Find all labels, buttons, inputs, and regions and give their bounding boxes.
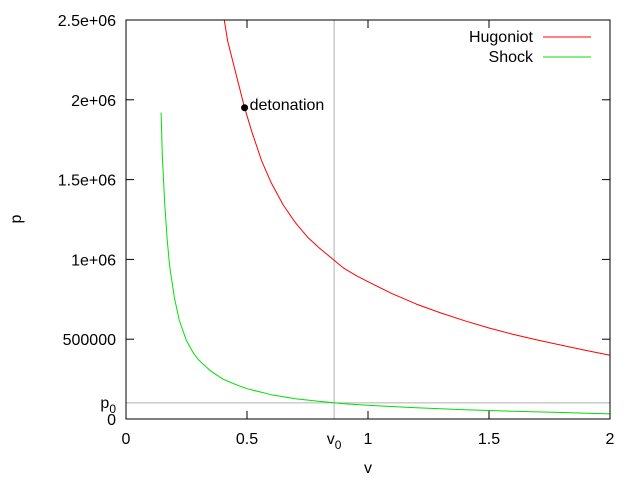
legend-label-hugoniot: Hugoniot (469, 29, 534, 46)
y-tick-label: 0 (107, 412, 116, 429)
x-tick-label: 2 (606, 431, 615, 448)
y-tick-label: 1.5e+06 (58, 173, 116, 190)
series-clip-group (160, 20, 610, 415)
y-tick-label: 2e+06 (71, 93, 116, 110)
y-axis: 0 500000 1e+06 1.5e+06 2e+06 2.5e+06 (58, 13, 610, 429)
p0-label-base: p (100, 395, 109, 412)
y-axis-label: p (8, 214, 25, 223)
x-tick-label: 0.5 (236, 431, 258, 448)
series-line-hugoniot (223, 20, 610, 356)
v0-label-sub: 0 (335, 438, 342, 452)
legend-label-shock: Shock (489, 49, 534, 66)
x-axis: 0 0.5 1 1.5 2 (122, 20, 615, 448)
v0-label: v0 (327, 431, 342, 452)
p0-label: p0 (100, 395, 116, 416)
point-label-detonation: detonation (250, 97, 325, 114)
x-tick-label: 1 (364, 431, 373, 448)
x-tick-label: 0 (122, 431, 131, 448)
y-tick-label: 1e+06 (71, 252, 116, 269)
reference-lines (126, 20, 610, 419)
point-detonation (241, 104, 249, 112)
x-axis-label: v (364, 460, 372, 477)
p0-label-sub: 0 (109, 402, 116, 416)
points-layer: detonation (241, 97, 324, 114)
legend: Hugoniot Shock (469, 29, 591, 66)
series-line-shock (160, 112, 610, 415)
x-tick-label: 1.5 (478, 431, 500, 448)
y-tick-label: 500000 (63, 332, 116, 349)
series-layer (160, 20, 610, 415)
v0-label-base: v (327, 431, 335, 448)
y-tick-label: 2.5e+06 (58, 13, 116, 30)
